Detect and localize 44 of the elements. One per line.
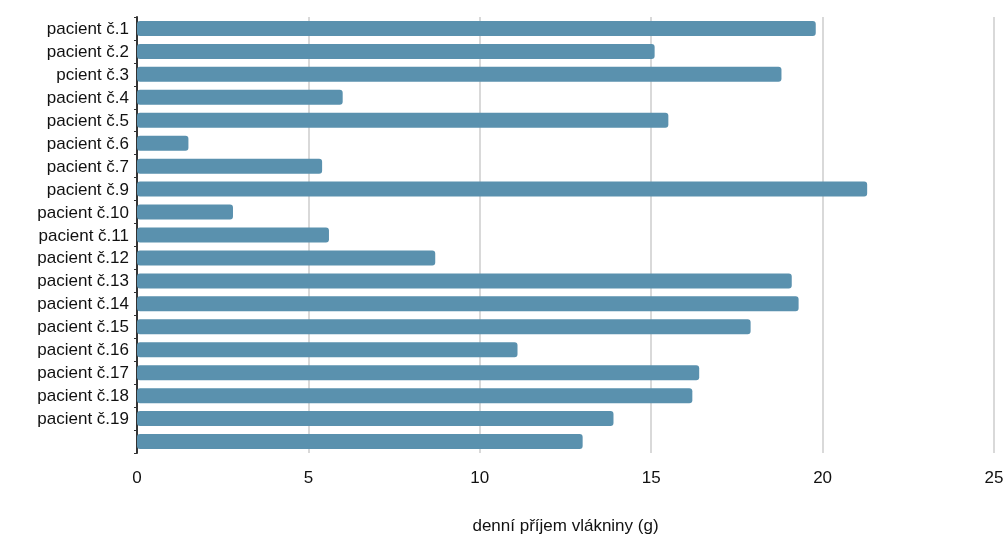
- y-tick-label: pacient č.5: [46, 110, 129, 130]
- y-tick-label: pacient č.6: [46, 133, 129, 153]
- y-tick-label: pacient č.17: [37, 363, 129, 383]
- bar: [137, 250, 436, 266]
- y-tick-label: pacient č.2: [46, 41, 129, 61]
- bar: [137, 89, 343, 105]
- bar: [137, 112, 669, 128]
- y-tick-label: pcient č.3: [56, 64, 129, 84]
- x-tick-label: 25: [984, 468, 1004, 487]
- bar: [137, 296, 799, 312]
- y-tick-label: pacient č.12: [37, 248, 129, 268]
- bar: [137, 43, 655, 59]
- y-tick-label: pacient č.19: [37, 409, 129, 429]
- bar: [137, 158, 323, 174]
- bar: [137, 319, 751, 335]
- y-tick-label: pacient č.1: [46, 18, 129, 38]
- bar: [137, 365, 700, 381]
- bar: [137, 66, 782, 82]
- y-tick-label: pacient č.9: [46, 179, 129, 199]
- y-tick-label: pacient č.14: [37, 294, 129, 314]
- y-tick-label: pacient č.15: [37, 317, 129, 337]
- bar: [137, 273, 792, 289]
- y-tick-label: pacient č.7: [46, 156, 129, 176]
- bar: [137, 388, 693, 404]
- bar: [137, 135, 189, 151]
- bar: [137, 411, 614, 427]
- bar: [137, 227, 329, 243]
- y-tick-label: pacient č.18: [37, 386, 129, 406]
- y-tick-label: pacient č.10: [37, 202, 129, 222]
- x-tick-label: 0: [132, 468, 142, 487]
- y-tick-label: pacient č.16: [37, 340, 129, 360]
- y-tick-label: pacient č.4: [46, 87, 129, 107]
- bar: [137, 342, 518, 358]
- bar: [137, 181, 868, 197]
- bar: [137, 204, 233, 220]
- x-tick-label: 15: [641, 468, 661, 487]
- y-tick-label: pacient č.13: [37, 271, 129, 291]
- x-tick-label: 10: [470, 468, 490, 487]
- bar: [137, 434, 583, 450]
- x-axis-title: denní příjem vlákniny (g): [472, 516, 659, 535]
- x-tick-label: 5: [303, 468, 314, 487]
- x-tick-label: 20: [813, 468, 833, 487]
- y-tick-label: pacient č.11: [38, 225, 129, 245]
- bar: [137, 20, 816, 36]
